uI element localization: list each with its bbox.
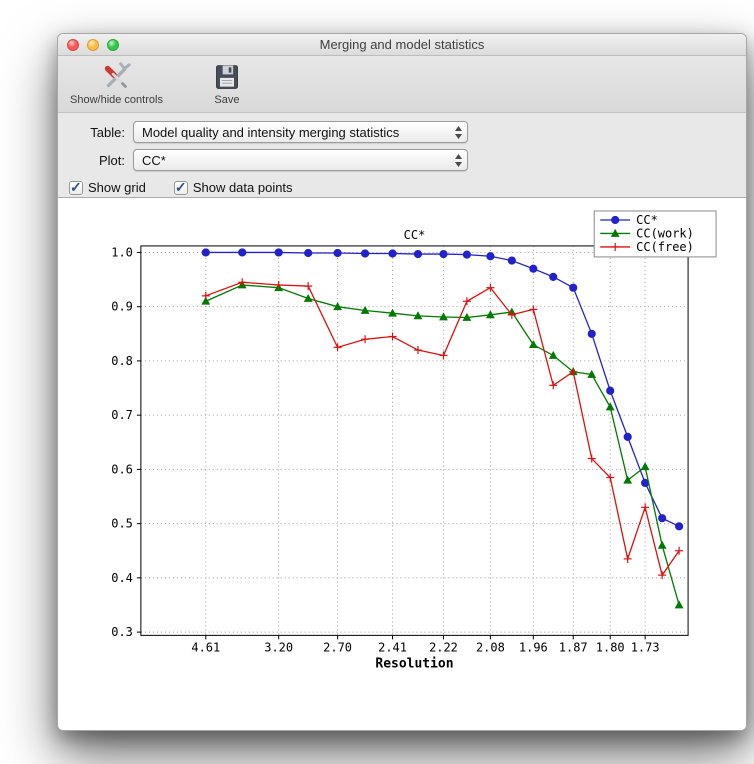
svg-text:1.73: 1.73 xyxy=(631,640,660,654)
controls-panel: Table: Model quality and intensity mergi… xyxy=(58,113,746,198)
save-icon xyxy=(211,61,243,93)
traffic-lights xyxy=(67,39,119,51)
show-data-points-checkbox[interactable]: ✓ Show data points xyxy=(173,178,293,195)
svg-text:0.5: 0.5 xyxy=(111,517,133,531)
show-grid-label: Show grid xyxy=(88,180,146,195)
plot-select[interactable]: CC* xyxy=(133,149,468,171)
table-label: Table: xyxy=(90,124,125,140)
plot-select-value: CC* xyxy=(142,152,166,168)
save-button[interactable]: Save xyxy=(207,60,247,107)
svg-text:1.87: 1.87 xyxy=(559,640,588,654)
svg-text:0.8: 0.8 xyxy=(111,354,133,368)
show-grid-checkbox[interactable]: ✓ Show grid xyxy=(69,178,146,195)
chart-title: CC* xyxy=(404,228,426,242)
plot-axes xyxy=(140,245,689,636)
checkmark-icon: ✓ xyxy=(174,178,187,195)
svg-text:CC(free): CC(free) xyxy=(636,240,694,254)
app-window: Merging and model statistics Show/hide c… xyxy=(57,33,747,731)
popup-arrows-icon xyxy=(455,125,462,139)
svg-text:0.3: 0.3 xyxy=(111,625,133,639)
show-data-points-label: Show data points xyxy=(192,180,293,195)
svg-text:0.4: 0.4 xyxy=(111,571,133,585)
table-select[interactable]: Model quality and intensity merging stat… xyxy=(133,121,468,143)
merging-statistics-chart: 0.3 0.4 0.5 0.6 0.7 0.8 0.9 1.0 4.61 3.20 2.70 2.41… xyxy=(111,210,717,671)
checkbox-box: ✓ xyxy=(173,178,188,195)
svg-text:1.80: 1.80 xyxy=(596,640,625,654)
series-cc xyxy=(201,248,684,531)
chart-xlabel: Resolution xyxy=(375,656,453,671)
svg-text:3.20: 3.20 xyxy=(264,640,293,654)
svg-text:4.61: 4.61 xyxy=(191,640,220,654)
svg-text:1.96: 1.96 xyxy=(519,640,548,654)
svg-text:2.08: 2.08 xyxy=(476,640,505,654)
save-label: Save xyxy=(214,94,240,106)
svg-text:1.0: 1.0 xyxy=(111,245,133,259)
show-hide-controls-button[interactable]: Show/hide controls xyxy=(66,60,167,107)
zoom-button[interactable] xyxy=(107,39,119,51)
svg-text:CC*: CC* xyxy=(636,213,658,227)
series-cc-work xyxy=(201,280,684,609)
svg-text:2.41: 2.41 xyxy=(378,640,407,654)
series-cc-free xyxy=(201,278,684,580)
window-title: Merging and model statistics xyxy=(319,37,485,52)
svg-text:0.7: 0.7 xyxy=(111,408,133,422)
svg-text:0.6: 0.6 xyxy=(111,462,133,476)
toolbar: Show/hide controls Save xyxy=(58,56,746,113)
plot-canvas: 0.3 0.4 0.5 0.6 0.7 0.8 0.9 1.0 4.61 3.20 2.70 2.41… xyxy=(58,198,746,730)
tools-icon xyxy=(100,61,132,93)
close-button[interactable] xyxy=(67,39,79,51)
svg-text:0.9: 0.9 xyxy=(111,300,133,314)
minimize-button[interactable] xyxy=(87,39,99,51)
show-hide-controls-label: Show/hide controls xyxy=(70,94,163,106)
svg-text:CC(work): CC(work) xyxy=(636,226,694,240)
svg-text:2.22: 2.22 xyxy=(429,640,458,654)
checkmark-icon: ✓ xyxy=(70,178,82,195)
table-select-value: Model quality and intensity merging stat… xyxy=(142,124,400,140)
checkbox-box: ✓ xyxy=(69,178,83,195)
plot-label: Plot: xyxy=(98,152,125,168)
title-bar[interactable]: Merging and model statistics xyxy=(58,34,746,56)
popup-arrows-icon xyxy=(455,153,462,167)
svg-text:2.70: 2.70 xyxy=(323,640,352,654)
chart-legend: CC*CC(work)CC(free) xyxy=(593,210,717,258)
